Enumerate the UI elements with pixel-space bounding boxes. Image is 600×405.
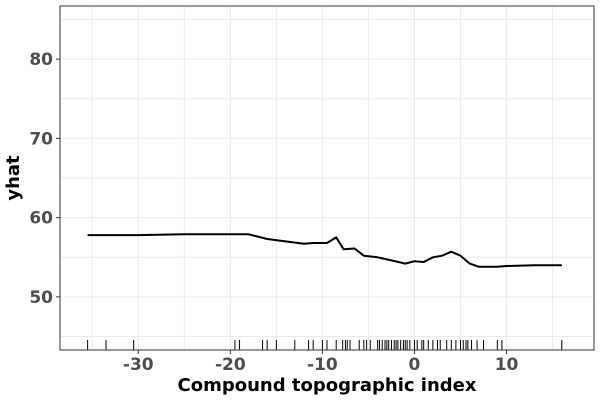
x-tick-label: -10 [307, 355, 338, 375]
y-tick-label: 50 [29, 288, 53, 308]
x-tick-label: -20 [215, 355, 246, 375]
y-tick-label: 60 [29, 209, 53, 229]
rug-marks [87, 340, 563, 350]
x-axis-title: Compound topographic index [178, 375, 477, 396]
y-axis-title: yhat [3, 155, 24, 201]
grid [60, 6, 594, 350]
panel-border [59, 5, 595, 351]
x-tick-label: 10 [495, 355, 519, 375]
x-tick-label: 0 [409, 355, 421, 375]
y-tick-label: 80 [29, 50, 53, 70]
axes: -30 -20 -10 0 10 50 60 70 80 [29, 50, 518, 375]
y-tick-label: 70 [29, 129, 53, 149]
x-tick-label: -30 [123, 355, 154, 375]
series-line [87, 233, 562, 268]
